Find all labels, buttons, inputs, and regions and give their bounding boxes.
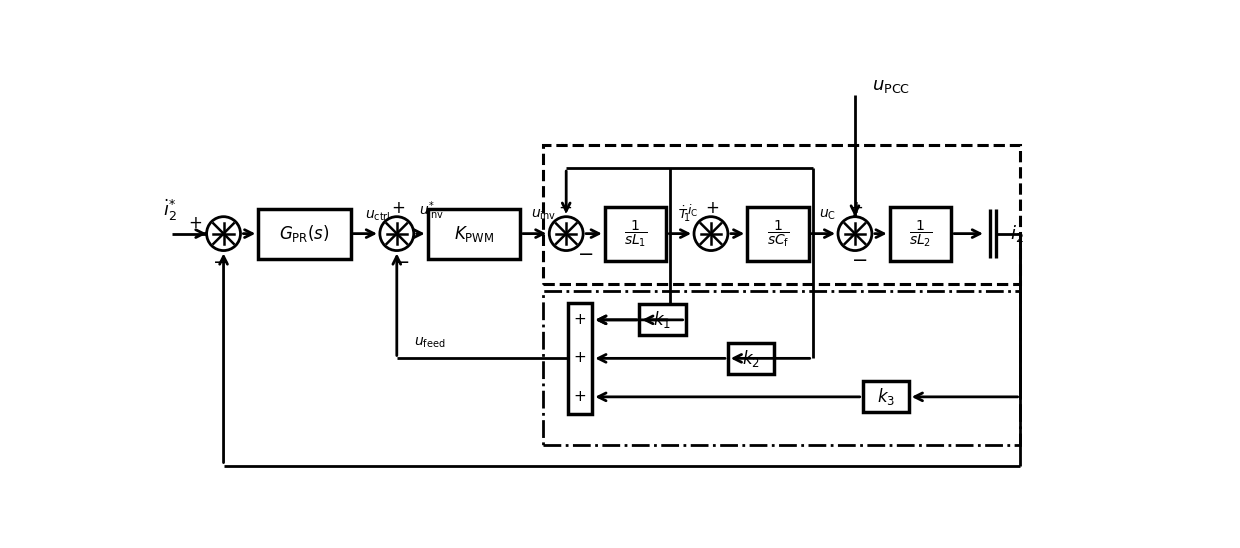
Circle shape bbox=[549, 216, 583, 250]
Text: $i_{2}$: $i_{2}$ bbox=[1009, 223, 1023, 244]
Text: $k_{2}$: $k_{2}$ bbox=[742, 348, 760, 369]
Text: $-$: $-$ bbox=[393, 252, 409, 270]
Bar bbox=[605, 207, 666, 260]
Bar bbox=[748, 207, 808, 260]
Circle shape bbox=[207, 216, 241, 250]
Text: $+$: $+$ bbox=[573, 351, 587, 366]
Text: $u_{\mathrm{feed}}$: $u_{\mathrm{feed}}$ bbox=[414, 336, 445, 350]
Circle shape bbox=[379, 216, 414, 250]
Text: $\dot{\imath}_{2}^{*}$: $\dot{\imath}_{2}^{*}$ bbox=[164, 198, 177, 223]
Text: $u_{\mathrm{PCC}}$: $u_{\mathrm{PCC}}$ bbox=[872, 77, 910, 95]
Text: $G_{\mathrm{PR}}(s)$: $G_{\mathrm{PR}}(s)$ bbox=[279, 223, 330, 244]
Bar bbox=[863, 381, 909, 412]
Text: $k_{3}$: $k_{3}$ bbox=[877, 386, 895, 407]
Text: $-i_{\mathrm{C}}$: $-i_{\mathrm{C}}$ bbox=[677, 202, 698, 219]
Text: $+$: $+$ bbox=[558, 199, 572, 216]
Text: $\dfrac{1}{sL_{1}}$: $\dfrac{1}{sL_{1}}$ bbox=[624, 218, 647, 249]
Text: $u_{\mathrm{inv}}$: $u_{\mathrm{inv}}$ bbox=[531, 207, 556, 221]
Text: $+$: $+$ bbox=[573, 313, 587, 327]
Circle shape bbox=[694, 216, 728, 250]
Text: $-$: $-$ bbox=[578, 244, 594, 262]
Text: $\dfrac{1}{sC_{\mathrm{f}}}$: $\dfrac{1}{sC_{\mathrm{f}}}$ bbox=[766, 218, 790, 249]
Text: $\dfrac{1}{sL_{2}}$: $\dfrac{1}{sL_{2}}$ bbox=[909, 218, 932, 249]
Text: $K_{\mathrm{PWM}}$: $K_{\mathrm{PWM}}$ bbox=[454, 224, 494, 244]
Text: $\dot{\imath}_{1}$: $\dot{\imath}_{1}$ bbox=[680, 205, 691, 224]
Bar bbox=[543, 292, 1021, 446]
Text: $+$: $+$ bbox=[573, 390, 587, 404]
Text: $u_{\mathrm{inv}}^{*}$: $u_{\mathrm{inv}}^{*}$ bbox=[419, 199, 444, 222]
Text: $u_{\mathrm{ctrl}}$: $u_{\mathrm{ctrl}}$ bbox=[365, 209, 391, 223]
Circle shape bbox=[838, 216, 872, 250]
Text: $+$: $+$ bbox=[392, 199, 405, 216]
Bar bbox=[568, 302, 593, 414]
Text: $k_{1}$: $k_{1}$ bbox=[653, 310, 671, 330]
Bar bbox=[543, 145, 1021, 284]
Text: $-$: $-$ bbox=[212, 252, 228, 270]
Text: $+$: $+$ bbox=[849, 199, 863, 216]
Bar bbox=[428, 209, 520, 259]
Text: $-$: $-$ bbox=[851, 250, 867, 268]
Text: $+$: $+$ bbox=[706, 199, 719, 216]
Bar bbox=[640, 305, 686, 335]
Bar bbox=[728, 343, 774, 374]
Text: $u_{\mathrm{C}}$: $u_{\mathrm{C}}$ bbox=[820, 207, 837, 221]
Text: $+$: $+$ bbox=[188, 215, 202, 232]
Bar bbox=[258, 209, 351, 259]
Bar bbox=[889, 207, 951, 260]
